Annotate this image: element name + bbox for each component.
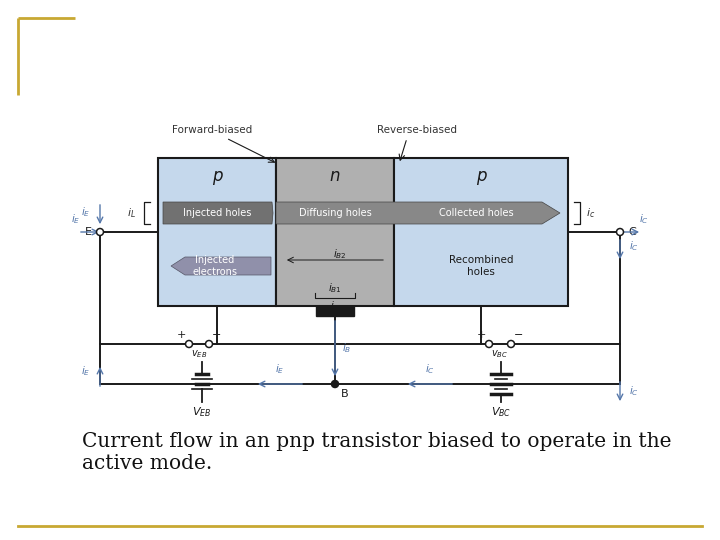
Bar <box>158 158 276 306</box>
Text: Diffusing holes: Diffusing holes <box>299 208 372 218</box>
Text: −: − <box>514 330 523 340</box>
Circle shape <box>508 341 515 348</box>
Text: $i_C$: $i_C$ <box>629 384 639 398</box>
Text: Recombined
holes: Recombined holes <box>449 255 513 277</box>
Text: n: n <box>330 167 341 185</box>
Bar <box>394 158 568 306</box>
Circle shape <box>96 228 104 235</box>
Text: −: − <box>212 330 222 340</box>
Text: +: + <box>477 330 486 340</box>
Bar <box>276 158 394 306</box>
Text: $i_E$: $i_E$ <box>71 212 81 226</box>
Text: $v_{BC}$: $v_{BC}$ <box>492 348 508 360</box>
Text: E: E <box>84 227 91 237</box>
Text: $i_C$: $i_C$ <box>425 362 435 376</box>
Text: $i_B$: $i_B$ <box>342 341 351 355</box>
Text: $v_{EB}$: $v_{EB}$ <box>191 348 207 360</box>
Text: Reverse-biased: Reverse-biased <box>377 125 457 135</box>
FancyArrow shape <box>276 202 560 224</box>
Text: Current flow in an pnp transistor biased to operate in the
active mode.: Current flow in an pnp transistor biased… <box>82 432 672 473</box>
Circle shape <box>186 341 192 348</box>
Text: p: p <box>212 167 222 185</box>
Circle shape <box>205 341 212 348</box>
FancyArrow shape <box>163 202 273 224</box>
Text: +: + <box>176 330 186 340</box>
Text: $i_L$: $i_L$ <box>127 206 136 220</box>
Text: Collected holes: Collected holes <box>438 208 513 218</box>
Text: Forward-biased: Forward-biased <box>172 125 252 135</box>
Text: Injected
electrons: Injected electrons <box>192 255 238 277</box>
Circle shape <box>616 228 624 235</box>
Circle shape <box>331 381 338 388</box>
Text: $i_C$: $i_C$ <box>629 239 639 253</box>
Text: $V_{EB}$: $V_{EB}$ <box>192 405 212 419</box>
Text: $i_{B2}$: $i_{B2}$ <box>333 247 347 261</box>
Text: $i_{B1}$: $i_{B1}$ <box>328 281 342 295</box>
Bar <box>316 306 354 316</box>
Text: $i_E$: $i_E$ <box>275 362 284 376</box>
FancyArrow shape <box>171 257 271 275</box>
Text: p: p <box>476 167 486 185</box>
Text: $i_C$: $i_C$ <box>639 212 649 226</box>
Circle shape <box>485 341 492 348</box>
Text: B: B <box>341 389 348 399</box>
Text: Injected holes: Injected holes <box>183 208 251 218</box>
Text: $i_c$: $i_c$ <box>586 206 595 220</box>
Text: $V_{BC}$: $V_{BC}$ <box>491 405 511 419</box>
Text: $i_E$: $i_E$ <box>81 364 91 378</box>
Text: $i_E$: $i_E$ <box>81 205 91 219</box>
Text: $i_B$: $i_B$ <box>330 299 340 313</box>
Text: C: C <box>628 227 636 237</box>
